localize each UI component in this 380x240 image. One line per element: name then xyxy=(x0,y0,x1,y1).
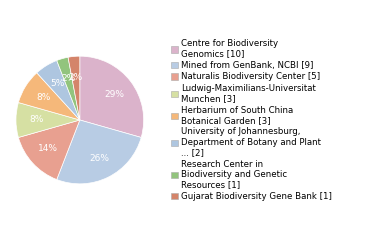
Text: 26%: 26% xyxy=(89,154,109,163)
Wedge shape xyxy=(16,102,80,138)
Text: 2%: 2% xyxy=(61,74,75,83)
Text: 8%: 8% xyxy=(30,115,44,125)
Text: 14%: 14% xyxy=(38,144,58,153)
Wedge shape xyxy=(37,60,80,120)
Wedge shape xyxy=(68,56,80,120)
Legend: Centre for Biodiversity
Genomics [10], Mined from GenBank, NCBI [9], Naturalis B: Centre for Biodiversity Genomics [10], M… xyxy=(171,39,332,201)
Text: 5%: 5% xyxy=(50,79,65,88)
Text: 29%: 29% xyxy=(104,90,124,99)
Text: 8%: 8% xyxy=(36,93,51,102)
Text: 2%: 2% xyxy=(69,73,83,82)
Wedge shape xyxy=(57,120,141,184)
Wedge shape xyxy=(18,120,80,180)
Wedge shape xyxy=(18,73,80,120)
Wedge shape xyxy=(80,56,144,138)
Wedge shape xyxy=(57,57,80,120)
